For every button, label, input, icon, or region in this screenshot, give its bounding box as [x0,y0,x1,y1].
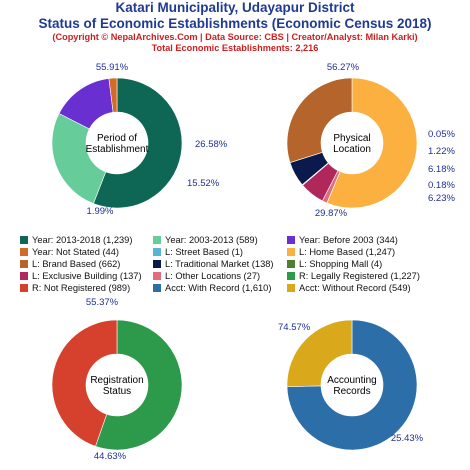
legend-swatch [287,284,295,292]
legend-item: Acct: Without Record (549) [287,283,420,293]
legend: Year: 2013-2018 (1,239) Year: 2003-2013 (… [20,234,470,294]
legend-item: L: Traditional Market (138) [153,259,287,269]
legend-label: L: Shopping Mall (4) [299,259,383,269]
legend-swatch [287,272,295,280]
legend-swatch [20,272,28,280]
legend-label: Acct: Without Record (549) [299,283,411,293]
legend-swatch [153,248,161,256]
copyright-line: (Copyright © NepalArchives.Com | Data So… [52,32,418,42]
legend-label: Year: 2013-2018 (1,239) [32,235,133,245]
legend-swatch [153,284,161,292]
total-line: Total Economic Establishments: 2,216 [151,43,319,53]
legend-swatch [20,248,28,256]
legend-item: L: Home Based (1,247) [287,247,420,257]
legend-label: Year: Before 2003 (344) [299,235,398,245]
legend-label: L: Street Based (1) [165,247,244,257]
donut-center-label: Registration [90,375,143,386]
donut-center-label: Accounting [327,375,376,386]
legend-label: L: Other Locations (27) [165,271,261,281]
legend-row: L: Exclusive Building (137) L: Other Loca… [20,270,470,282]
percent-label: 1.99% [87,206,114,217]
legend-label: L: Exclusive Building (137) [32,271,142,281]
legend-item: L: Shopping Mall (4) [287,259,420,269]
legend-label: L: Brand Based (662) [32,259,121,269]
percent-label: 44.63% [94,451,127,462]
percent-label: 55.91% [96,62,129,73]
donut-hole [321,112,383,174]
legend-label: Year: 2003-2013 (589) [165,235,258,245]
percent-label: 26.58% [195,139,228,150]
donut-center-label: Period of [97,133,137,144]
donut-hole [86,112,148,174]
legend-label: R: Legally Registered (1,227) [299,271,420,281]
chart-header: Katari Municipality, Udayapur District S… [0,0,470,54]
legend-item: L: Street Based (1) [153,247,287,257]
percent-label: 0.18% [428,180,455,191]
legend-label: L: Home Based (1,247) [299,247,396,257]
legend-item: Year: 2003-2013 (589) [153,235,287,245]
legend-label: L: Traditional Market (138) [165,259,274,269]
chart-subtitle: Status of Economic Establishments (Econo… [38,16,432,31]
legend-item: Year: Not Stated (44) [20,247,153,257]
legend-swatch [153,260,161,268]
legend-swatch [153,272,161,280]
donut-center-label: Location [333,144,371,155]
legend-label: Acct: With Record (1,610) [165,283,272,293]
legend-item: L: Brand Based (662) [20,259,153,269]
donut-center-label: Records [333,386,370,397]
percent-label: 0.05% [428,129,455,140]
legend-swatch [20,284,28,292]
donut-hole [86,354,148,416]
legend-swatch [20,260,28,268]
legend-swatch [287,248,295,256]
percent-label: 6.18% [428,164,455,175]
donut-hole [321,354,383,416]
donut-center-label: Establishment [86,144,149,155]
legend-label: Year: Not Stated (44) [32,247,119,257]
percent-label: 25.43% [391,433,424,444]
legend-swatch [287,260,295,268]
legend-item: Year: Before 2003 (344) [287,235,420,245]
chart-title: Katari Municipality, Udayapur District [115,0,355,15]
legend-row: R: Not Registered (989) Acct: With Record… [20,282,470,294]
percent-label: 56.27% [327,62,360,73]
donut-center-label: Physical [333,133,370,144]
percent-label: 29.87% [315,208,348,219]
percent-label: 1.22% [428,146,455,157]
legend-swatch [20,236,28,244]
donut-center-label: Status [103,386,131,397]
legend-row: Year: 2013-2018 (1,239) Year: 2003-2013 (… [20,234,470,246]
legend-item: R: Not Registered (989) [20,283,153,293]
percent-label: 6.23% [428,193,455,204]
legend-item: R: Legally Registered (1,227) [287,271,420,281]
legend-row: L: Brand Based (662) L: Traditional Marke… [20,258,470,270]
legend-label: R: Not Registered (989) [32,283,131,293]
percent-label: 55.37% [86,297,119,308]
legend-swatch [153,236,161,244]
legend-item: Acct: With Record (1,610) [153,283,287,293]
percent-label: 74.57% [278,322,311,333]
legend-row: Year: Not Stated (44) L: Street Based (1)… [20,246,470,258]
legend-swatch [287,236,295,244]
legend-item: Year: 2013-2018 (1,239) [20,235,153,245]
legend-item: L: Other Locations (27) [153,271,287,281]
legend-item: L: Exclusive Building (137) [20,271,153,281]
percent-label: 15.52% [187,178,220,189]
